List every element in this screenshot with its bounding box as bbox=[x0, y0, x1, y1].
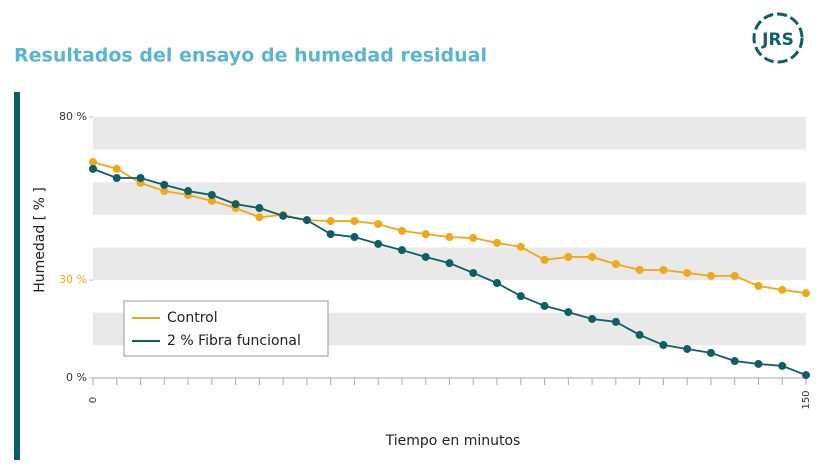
y-tick-label: 30 % bbox=[59, 273, 87, 286]
y-axis-label: Humedad [ % ] bbox=[32, 187, 48, 293]
x-axis-label: Tiempo en minutos bbox=[385, 433, 521, 449]
point bbox=[683, 268, 692, 277]
point bbox=[706, 271, 715, 280]
point bbox=[255, 204, 264, 213]
point bbox=[493, 279, 502, 288]
x-tick-label: 150 bbox=[801, 390, 812, 409]
point bbox=[469, 268, 478, 277]
point bbox=[421, 252, 430, 261]
legend-label: 2 % Fibra funcional bbox=[167, 333, 301, 349]
y-tick-label: 0 % bbox=[66, 371, 87, 384]
point bbox=[445, 259, 454, 268]
point bbox=[160, 187, 169, 196]
point bbox=[754, 359, 763, 368]
logo-gear bbox=[752, 12, 804, 64]
point bbox=[659, 341, 668, 350]
point bbox=[112, 174, 121, 183]
chart-title: Resultados del ensayo de humedad residua… bbox=[14, 45, 487, 67]
point bbox=[89, 158, 97, 167]
point bbox=[540, 301, 549, 310]
point bbox=[706, 348, 715, 357]
point bbox=[255, 213, 264, 222]
point bbox=[659, 266, 668, 275]
point bbox=[588, 314, 597, 323]
legend: Control 2 % Fibra funcional bbox=[123, 300, 329, 357]
point bbox=[540, 255, 549, 264]
point bbox=[374, 220, 383, 229]
legend-box bbox=[123, 300, 329, 357]
point bbox=[802, 371, 810, 380]
point bbox=[635, 266, 644, 275]
point bbox=[397, 246, 406, 255]
point bbox=[469, 234, 478, 243]
point bbox=[754, 281, 763, 290]
point bbox=[184, 187, 193, 196]
point bbox=[231, 200, 240, 209]
accent-bar bbox=[14, 92, 20, 460]
point bbox=[730, 271, 739, 280]
point bbox=[445, 233, 454, 242]
point bbox=[397, 226, 406, 235]
y-tick-label: 80 % bbox=[59, 110, 87, 123]
point bbox=[207, 190, 216, 199]
point bbox=[778, 361, 787, 370]
point bbox=[588, 252, 597, 261]
x-tick-label: 0 bbox=[88, 397, 99, 403]
point bbox=[611, 260, 620, 269]
point bbox=[350, 233, 359, 242]
grid-band bbox=[93, 117, 806, 150]
point bbox=[112, 164, 121, 173]
legend-label: Control bbox=[167, 310, 218, 326]
point bbox=[611, 317, 620, 326]
point bbox=[516, 292, 525, 301]
point bbox=[326, 230, 335, 239]
point bbox=[374, 239, 383, 248]
point bbox=[730, 357, 739, 366]
point bbox=[564, 252, 573, 261]
point bbox=[136, 174, 145, 183]
point bbox=[160, 180, 169, 189]
point bbox=[683, 344, 692, 353]
point bbox=[802, 289, 810, 298]
point bbox=[516, 242, 525, 251]
point bbox=[778, 285, 787, 294]
point bbox=[350, 217, 359, 226]
logo: JRS bbox=[752, 12, 804, 64]
point bbox=[635, 330, 644, 339]
point bbox=[279, 211, 288, 220]
point bbox=[493, 238, 502, 247]
point bbox=[302, 216, 311, 225]
logo-text: JRS bbox=[761, 30, 794, 50]
point bbox=[564, 308, 573, 317]
point bbox=[89, 164, 97, 173]
point bbox=[207, 196, 216, 205]
point bbox=[326, 217, 335, 226]
point bbox=[421, 230, 430, 239]
